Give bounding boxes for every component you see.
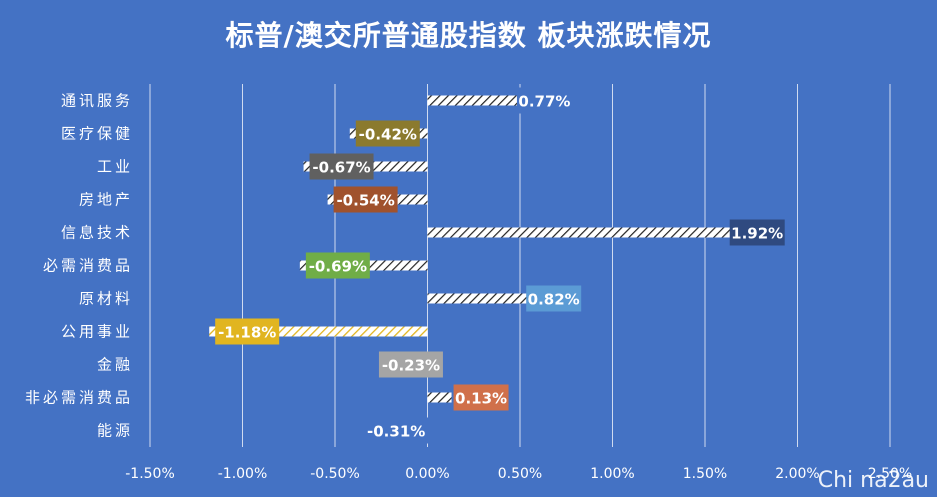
x-tick-label: 2.00% [775,466,819,482]
data-label: 0.13% [455,390,507,408]
bar [209,326,428,337]
bar [427,293,580,304]
data-label: -0.54% [336,192,394,210]
category-label: 通讯服务 [61,92,133,110]
data-label: -0.67% [312,159,370,177]
data-label-box [378,351,443,378]
data-label: -1.18% [218,324,276,342]
data-label-box [364,417,429,444]
x-tick-label: 1.00% [590,466,634,482]
x-tick-label: 0.50% [498,466,542,482]
data-label: 1.92% [731,225,783,243]
category-label: 金融 [97,356,133,374]
category-label: 非必需消费品 [25,389,133,407]
category-label: 能源 [97,422,133,440]
data-label-box [526,285,582,312]
data-label: -0.23% [382,357,440,375]
x-tick-label: 0.00% [405,466,449,482]
watermark: Chi na2au [817,468,929,493]
data-label: 0.82% [528,291,580,309]
data-label: -0.69% [309,258,367,276]
x-tick-label: -1.50% [125,466,175,482]
bar [427,227,783,238]
data-label-box [333,186,398,213]
x-tick-label: 2.50% [868,466,912,482]
chart-title: 标普/澳交所普通股指数 板块涨跌情况 [225,19,712,52]
category-label: 必需消费品 [43,257,133,275]
category-label: 工业 [97,158,133,176]
data-label-box [305,252,370,279]
data-label: -0.31% [367,423,425,441]
data-label-box [309,153,374,180]
x-tick-label: -0.50% [310,466,360,482]
data-label-box [729,219,785,246]
data-label: -0.42% [359,126,417,144]
category-label: 房地产 [79,191,133,209]
category-label: 信息技术 [61,224,133,242]
data-label: 0.77% [518,93,570,111]
category-label: 公用事业 [61,323,133,341]
data-label-box [215,318,280,345]
data-label-box [453,384,509,411]
x-tick-label: 1.50% [683,466,727,482]
category-label: 原材料 [79,290,133,308]
bar [427,95,570,106]
data-label-box [516,87,572,114]
bar [427,392,452,403]
data-label-box [355,120,420,147]
category-label: 医疗保健 [61,125,133,143]
x-tick-label: -1.00% [218,466,268,482]
